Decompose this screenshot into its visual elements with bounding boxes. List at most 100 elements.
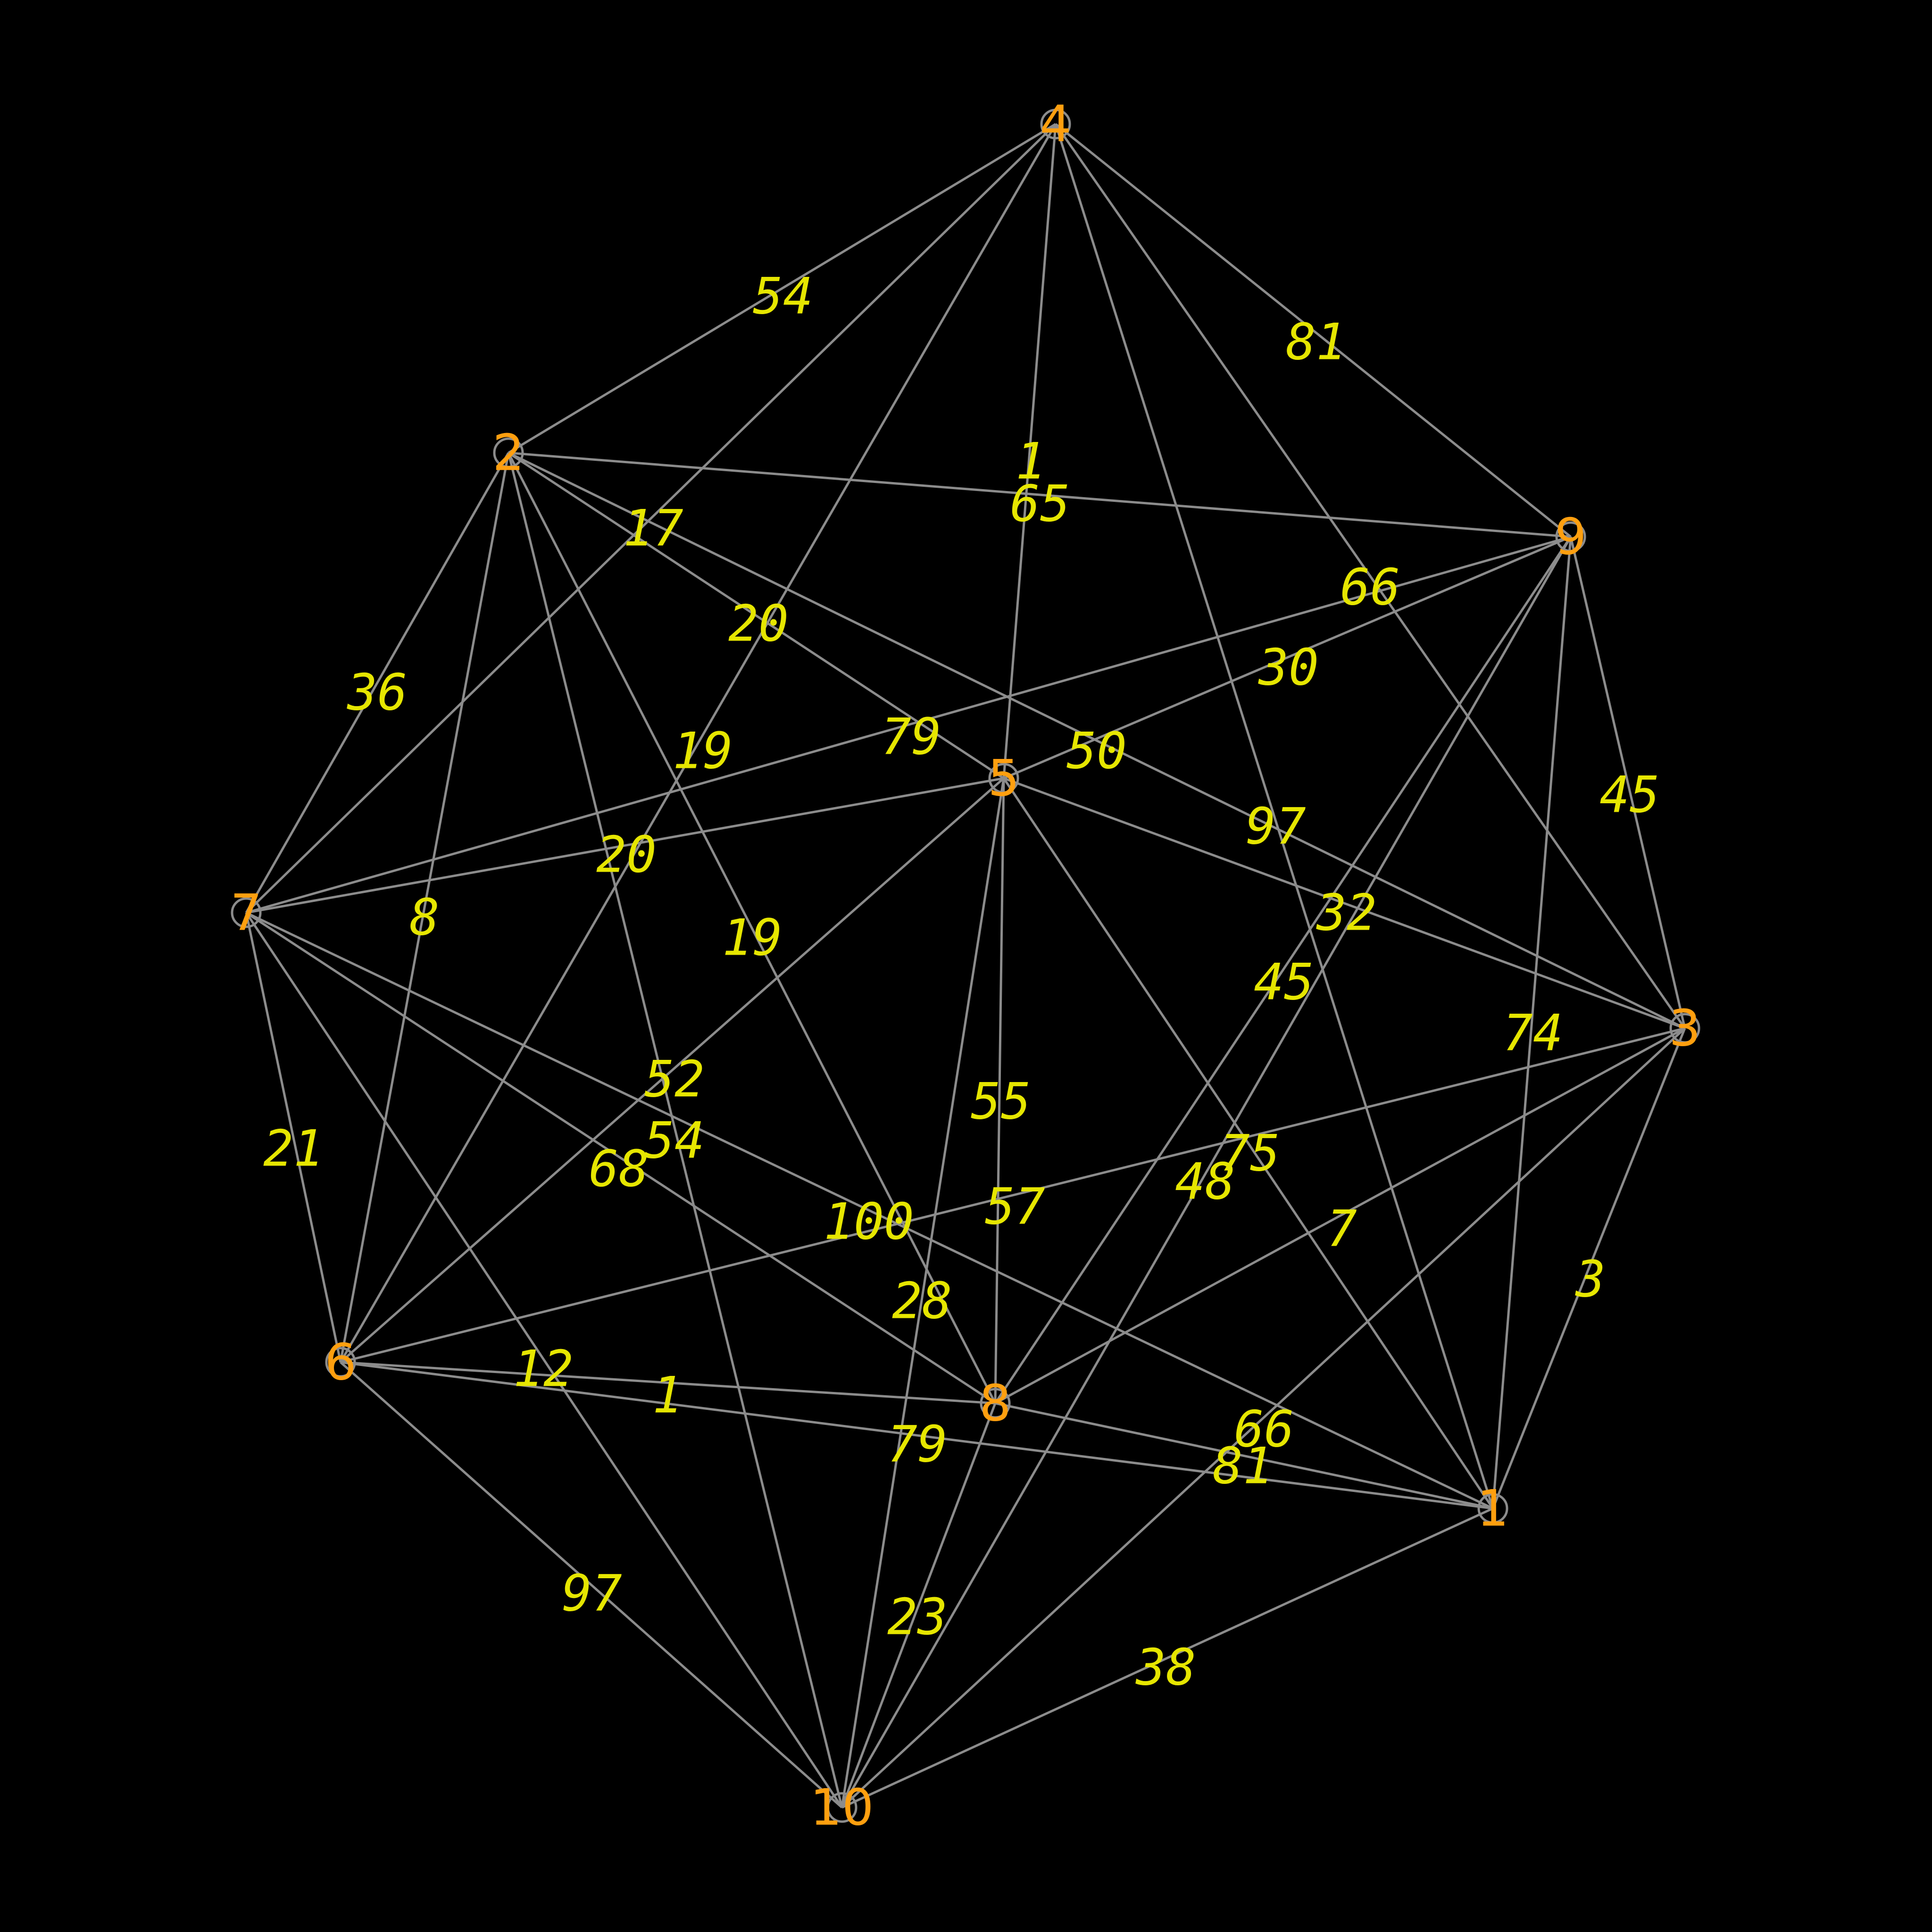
edge-weight-label: 38 — [1135, 1639, 1196, 1697]
node-9 — [1555, 521, 1586, 552]
node-label-9: 9 — [1555, 508, 1586, 566]
edge-weight-label: 79 — [887, 1416, 948, 1474]
edge-weight-label: 20 — [596, 826, 657, 884]
nodes-layer — [231, 108, 1700, 1823]
edge-weight-label: 57 — [985, 1178, 1045, 1236]
node-label-10: 10 — [810, 1779, 874, 1837]
edge-7-5 — [246, 777, 1004, 914]
edge-weight-label: 32 — [1316, 884, 1377, 942]
edge-weight-label: 8 — [409, 889, 440, 947]
edge-2-9 — [508, 451, 1571, 538]
edge-4-9 — [1055, 123, 1572, 538]
node-8 — [980, 1388, 1011, 1419]
edge-weight-label: 52 — [644, 1050, 705, 1108]
edge-3-1 — [1491, 1028, 1686, 1509]
edge-weight-label: 81 — [1213, 1437, 1273, 1495]
edge-weight-label: 30 — [1258, 639, 1319, 697]
edge-weight-label: 54 — [753, 267, 813, 325]
edge-weight-label: 3 — [1575, 1250, 1606, 1308]
edge-5-1 — [1002, 777, 1494, 1509]
weights-layer: 5481171913266653682097195479304574454820… — [263, 267, 1660, 1697]
edge-weight-label: 66 — [1234, 1400, 1294, 1458]
node-1 — [1477, 1493, 1508, 1524]
edge-9-10 — [841, 536, 1572, 1808]
edge-weight-label: 17 — [623, 500, 683, 558]
edge-2-5 — [508, 451, 1005, 780]
edge-7-10 — [245, 912, 843, 1808]
node-label-4: 4 — [1040, 95, 1071, 153]
edge-2-3 — [508, 451, 1686, 1030]
edge-weight-label: 75 — [1220, 1124, 1280, 1183]
edge-6-1 — [340, 1361, 1493, 1510]
edge-weight-label: 20 — [728, 595, 789, 653]
edge-3-6 — [340, 1027, 1685, 1364]
node-10 — [826, 1792, 858, 1823]
edge-9-1 — [1491, 536, 1572, 1509]
node-label-5: 5 — [988, 749, 1019, 808]
node-6 — [325, 1347, 356, 1378]
node-label-6: 6 — [325, 1333, 356, 1391]
edge-weight-label: 74 — [1503, 1004, 1563, 1062]
edge-4-1 — [1054, 124, 1494, 1509]
node-3 — [1669, 1013, 1700, 1044]
edge-weight-label: 28 — [892, 1272, 952, 1330]
edge-7-1 — [245, 911, 1494, 1510]
edge-weight-label: 7 — [1327, 1200, 1357, 1258]
edge-4-5 — [1002, 124, 1057, 779]
node-label-8: 8 — [979, 1374, 1011, 1432]
edge-1-10 — [841, 1507, 1494, 1809]
edge-weight-label: 19 — [673, 722, 733, 780]
edge-weight-label: 45 — [1599, 766, 1660, 824]
edge-weight-label: 55 — [971, 1073, 1031, 1131]
edge-weight-label: 1 — [652, 1366, 683, 1424]
edge-weight-label: 1 — [1016, 433, 1046, 491]
edge-6-8 — [340, 1361, 996, 1405]
edge-weight-label: 65 — [1010, 475, 1070, 533]
edge-5-8 — [994, 778, 1005, 1404]
edge-2-6 — [339, 452, 510, 1363]
node-2 — [493, 437, 524, 468]
node-label-2: 2 — [492, 424, 524, 482]
edge-3-8 — [994, 1027, 1686, 1405]
edge-weight-label: 48 — [1175, 1153, 1235, 1211]
edge-weight-label: 50 — [1066, 722, 1127, 780]
edge-9-8 — [994, 536, 1572, 1404]
edge-2-7 — [245, 452, 510, 914]
edge-7-8 — [245, 911, 996, 1405]
edge-5-10 — [841, 778, 1005, 1808]
edge-6-10 — [340, 1361, 843, 1808]
edge-5-6 — [340, 777, 1005, 1363]
edge-9-5 — [1003, 535, 1571, 780]
node-7 — [231, 897, 262, 928]
node-5 — [988, 763, 1019, 794]
node-label-7: 7 — [230, 884, 262, 942]
edge-4-7 — [245, 123, 1057, 914]
edge-weight-label: 45 — [1254, 953, 1314, 1011]
edge-4-6 — [339, 123, 1057, 1363]
edge-weight-label: 81 — [1286, 313, 1346, 371]
node-4 — [1040, 108, 1071, 140]
edge-4-3 — [1054, 123, 1686, 1029]
edge-9-7 — [246, 535, 1571, 914]
edge-2-10 — [507, 452, 843, 1808]
edge-weight-label: 36 — [347, 664, 408, 722]
edge-weight-label: 54 — [644, 1112, 705, 1170]
edge-weight-label: 100 — [824, 1193, 914, 1251]
edge-weight-label: 79 — [881, 708, 941, 766]
edge-weight-label: 21 — [263, 1120, 324, 1178]
edge-weight-label: 12 — [513, 1340, 574, 1398]
edge-9-3 — [1569, 536, 1686, 1029]
edges-layer — [245, 123, 1686, 1809]
edge-7-6 — [245, 912, 342, 1363]
edge-weight-label: 97 — [562, 1565, 622, 1623]
edge-3-10 — [841, 1027, 1686, 1808]
edge-weight-label: 68 — [589, 1140, 649, 1198]
edge-5-3 — [1003, 777, 1685, 1030]
edge-8-10 — [841, 1403, 997, 1808]
edge-4-2 — [508, 123, 1057, 454]
node-label-1: 1 — [1477, 1480, 1508, 1538]
edge-weight-label: 19 — [722, 909, 783, 967]
